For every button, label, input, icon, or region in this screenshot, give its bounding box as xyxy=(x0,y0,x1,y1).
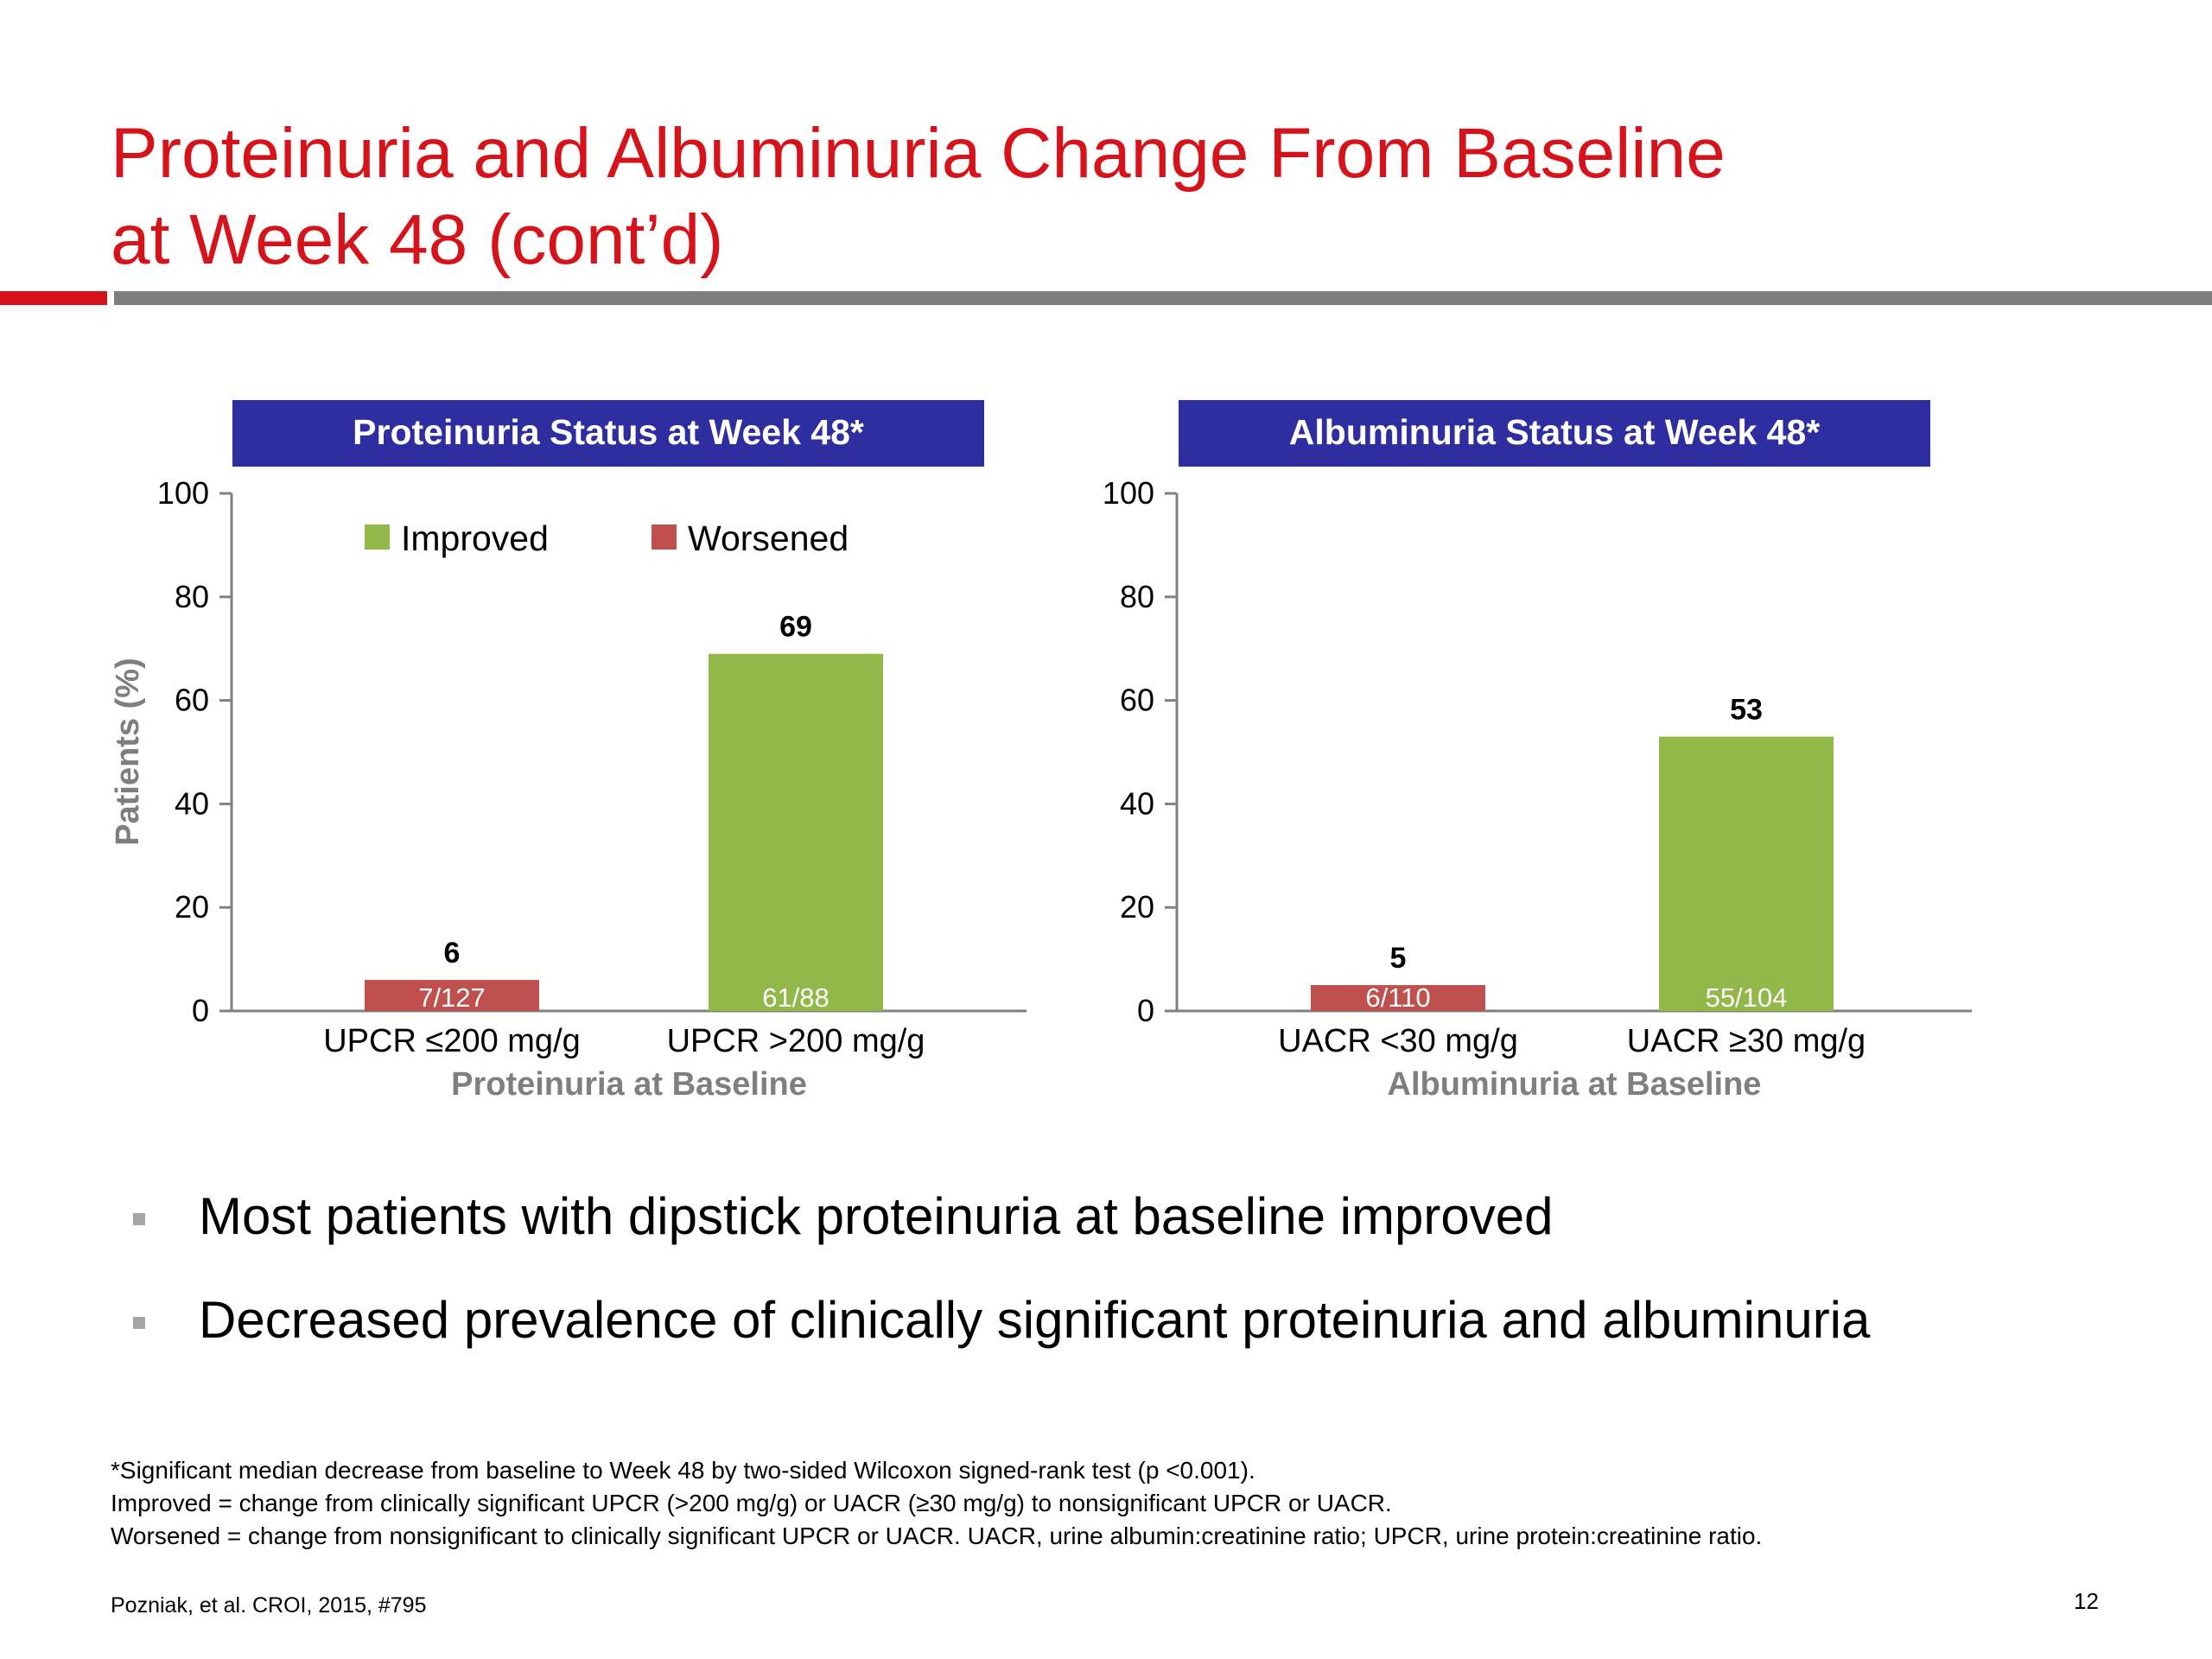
x-category-label: UPCR >200 mg/g xyxy=(667,1023,925,1059)
bar-value-label: 6 xyxy=(444,937,461,969)
chart-title: Proteinuria Status at Week 48* xyxy=(353,412,864,452)
x-axis-title: Proteinuria at Baseline xyxy=(451,1066,807,1103)
footnotes: *Significant median decrease from baseli… xyxy=(111,1454,1762,1553)
footnote: Worsened = change from nonsignificant to… xyxy=(111,1522,1763,1549)
page-number: 12 xyxy=(2074,1588,2099,1614)
y-tick-label: 40 xyxy=(175,785,209,821)
y-tick-label: 20 xyxy=(1120,889,1154,925)
footnote: *Significant median decrease from baseli… xyxy=(111,1457,1255,1484)
y-axis-title: Patients (%) xyxy=(110,658,146,845)
charts-area: Proteinuria Status at Week 48*0204060801… xyxy=(110,400,1972,1103)
bullet-square-icon xyxy=(133,1317,145,1329)
bar-count-label: 61/88 xyxy=(762,982,830,1013)
y-tick-label: 100 xyxy=(157,475,209,511)
y-tick-label: 40 xyxy=(1120,785,1154,821)
bar-count-label: 7/127 xyxy=(418,982,486,1013)
legend-label: Worsened xyxy=(688,518,849,558)
bullet-square-icon xyxy=(133,1213,145,1225)
reference-citation: Pozniak, et al. CROI, 2015, #795 xyxy=(111,1593,427,1618)
chart-title-banner xyxy=(232,400,984,467)
legend-swatch xyxy=(652,524,677,550)
bar-count-label: 55/104 xyxy=(1706,982,1788,1013)
y-tick-label: 60 xyxy=(175,683,209,718)
bar xyxy=(1311,985,1485,1011)
bar-value-label: 5 xyxy=(1390,942,1407,975)
bar-value-label: 69 xyxy=(779,611,812,644)
title-rule-accent xyxy=(0,291,107,305)
chart-title: Albuminuria Status at Week 48* xyxy=(1289,412,1820,452)
bullet-text: Most patients with dipstick proteinuria … xyxy=(199,1187,1554,1245)
x-category-label: UACR <30 mg/g xyxy=(1278,1023,1518,1059)
bar xyxy=(1659,736,1834,1011)
title-rule xyxy=(114,291,2212,305)
y-tick-label: 60 xyxy=(1120,683,1154,718)
legend-swatch xyxy=(365,524,390,550)
y-tick-label: 0 xyxy=(192,993,209,1028)
y-tick-label: 20 xyxy=(175,889,209,925)
y-tick-label: 0 xyxy=(1137,993,1154,1028)
y-tick-label: 100 xyxy=(1103,475,1154,511)
slide-title-line-2: at Week 48 (cont’d) xyxy=(111,200,724,279)
x-category-label: UPCR ≤200 mg/g xyxy=(323,1023,581,1059)
y-tick-label: 80 xyxy=(175,579,209,614)
bar xyxy=(709,653,883,1011)
y-tick-label: 80 xyxy=(1120,579,1154,614)
chart-title-banner xyxy=(1179,400,1930,467)
slide-title: Proteinuria and Albuminuria Change From … xyxy=(111,111,1726,283)
bullet-text: Decreased prevalence of clinically signi… xyxy=(199,1291,1871,1349)
bar-value-label: 53 xyxy=(1730,694,1763,727)
x-category-label: UACR ≥30 mg/g xyxy=(1627,1023,1866,1059)
legend-label: Improved xyxy=(401,518,549,558)
footnote: Improved = change from clinically signif… xyxy=(111,1490,1392,1516)
bar-count-label: 6/110 xyxy=(1365,982,1430,1013)
x-axis-title: Albuminuria at Baseline xyxy=(1388,1066,1762,1103)
bar xyxy=(365,980,539,1011)
slide-title-line-1: Proteinuria and Albuminuria Change From … xyxy=(111,114,1726,193)
